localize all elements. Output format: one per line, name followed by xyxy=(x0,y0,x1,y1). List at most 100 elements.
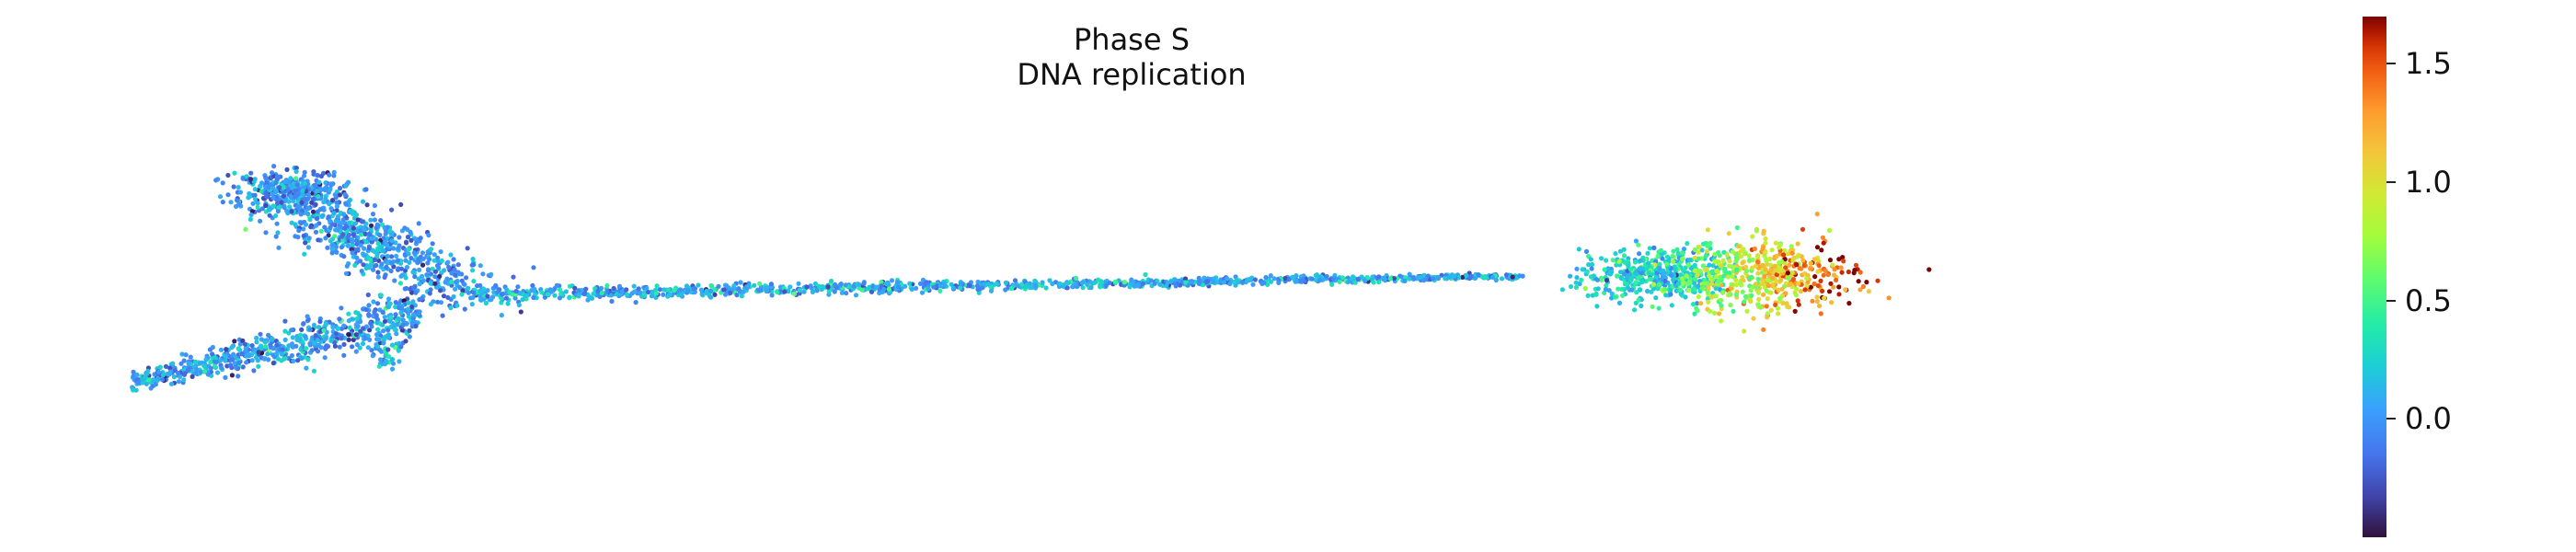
scatter-point xyxy=(1777,260,1782,266)
scatter-point xyxy=(277,185,282,190)
scatter-point xyxy=(295,358,301,363)
scatter-point xyxy=(1692,262,1697,268)
scatter-point xyxy=(974,283,981,289)
scatter-point xyxy=(1785,270,1790,276)
scatter-point xyxy=(1713,286,1719,292)
scatter-point xyxy=(1754,228,1759,234)
scatter-point xyxy=(1827,258,1834,263)
scatter-point xyxy=(1330,276,1337,282)
scatter-point xyxy=(797,287,803,293)
colorbar-gradient xyxy=(2363,17,2386,537)
scatter-point xyxy=(1574,266,1580,271)
scatter-point xyxy=(306,236,312,241)
scatter-point xyxy=(194,366,200,372)
scatter-point xyxy=(208,365,213,371)
scatter-point xyxy=(374,251,380,258)
scatter-point xyxy=(236,374,241,379)
scatter-point xyxy=(263,230,269,236)
scatter-point xyxy=(1744,269,1750,274)
scatter-point xyxy=(552,293,558,298)
scatter-point xyxy=(1815,282,1821,289)
scatter-point xyxy=(218,347,224,352)
scatter-point xyxy=(1633,238,1639,244)
scatter-point xyxy=(1703,267,1708,272)
scatter-point xyxy=(1796,302,1801,307)
scatter-point xyxy=(548,289,555,294)
scatter-point xyxy=(937,283,943,289)
scatter-point xyxy=(665,287,671,293)
scatter-point xyxy=(234,365,239,371)
scatter-point xyxy=(330,333,336,339)
scatter-point xyxy=(202,363,208,369)
scatter-point xyxy=(428,281,433,286)
scatter-point xyxy=(765,288,770,293)
scatter-point xyxy=(1227,281,1233,287)
scatter-point xyxy=(1724,252,1730,258)
scatter-point xyxy=(404,321,409,327)
scatter-point xyxy=(654,283,660,289)
scatter-point xyxy=(385,332,391,338)
scatter-point xyxy=(430,241,435,247)
colorbar-tick xyxy=(2386,299,2396,302)
scatter-point xyxy=(633,300,638,305)
scatter-point xyxy=(341,212,347,217)
scatter-point xyxy=(469,302,475,307)
scatter-point xyxy=(259,189,264,194)
scatter-point xyxy=(1286,277,1292,282)
scatter-point xyxy=(844,291,849,296)
scatter-point xyxy=(1620,293,1626,298)
scatter-point xyxy=(1808,260,1813,266)
scatter-point xyxy=(242,341,247,347)
scatter-point xyxy=(428,247,434,252)
scatter-point xyxy=(1705,243,1710,248)
scatter-point xyxy=(1202,275,1207,281)
scatter-point xyxy=(287,204,293,210)
scatter-point xyxy=(1687,258,1693,263)
scatter-point xyxy=(583,286,589,292)
scatter-point xyxy=(614,292,619,297)
scatter-point xyxy=(428,271,434,277)
scatter-point xyxy=(1769,247,1775,253)
scatter-point xyxy=(131,369,136,374)
scatter-point xyxy=(318,228,324,234)
scatter-point xyxy=(1699,247,1705,253)
scatter-point xyxy=(1664,261,1670,267)
scatter-point xyxy=(171,374,177,380)
scatter-point xyxy=(604,289,610,294)
scatter-point xyxy=(1211,280,1216,285)
scatter-point xyxy=(685,288,691,293)
scatter-point xyxy=(1707,273,1712,279)
scatter-point xyxy=(1716,311,1722,316)
scatter-point xyxy=(567,295,572,301)
scatter-point xyxy=(248,177,254,182)
scatter-point xyxy=(402,225,408,231)
scatter-point xyxy=(1744,308,1750,314)
scatter-point xyxy=(392,278,397,283)
scatter-point xyxy=(312,183,318,189)
scatter-point xyxy=(1678,272,1684,278)
scatter-point xyxy=(1673,266,1678,271)
scatter-point xyxy=(1651,245,1657,250)
scatter-point xyxy=(167,365,173,371)
scatter-point xyxy=(316,325,322,330)
scatter-point xyxy=(1573,284,1579,290)
scatter-point xyxy=(1359,274,1364,280)
scatter-point xyxy=(355,217,361,223)
scatter-point xyxy=(1796,252,1801,258)
scatter-point xyxy=(1742,293,1749,299)
scatter-point xyxy=(1622,271,1627,277)
scatter-point xyxy=(365,345,371,351)
scatter-point xyxy=(1609,295,1615,301)
scatter-point xyxy=(354,255,360,260)
scatter-point xyxy=(1626,256,1631,261)
scatter-point xyxy=(1638,287,1643,293)
scatter-point xyxy=(224,347,229,352)
scatter-point xyxy=(1746,253,1752,259)
scatter-point xyxy=(1337,279,1342,284)
scatter-point xyxy=(1654,270,1660,276)
scatter-point xyxy=(1843,287,1848,293)
scatter-point xyxy=(408,256,414,261)
scatter-point xyxy=(203,357,209,362)
scatter-point xyxy=(258,331,263,337)
scatter-point xyxy=(340,237,346,243)
